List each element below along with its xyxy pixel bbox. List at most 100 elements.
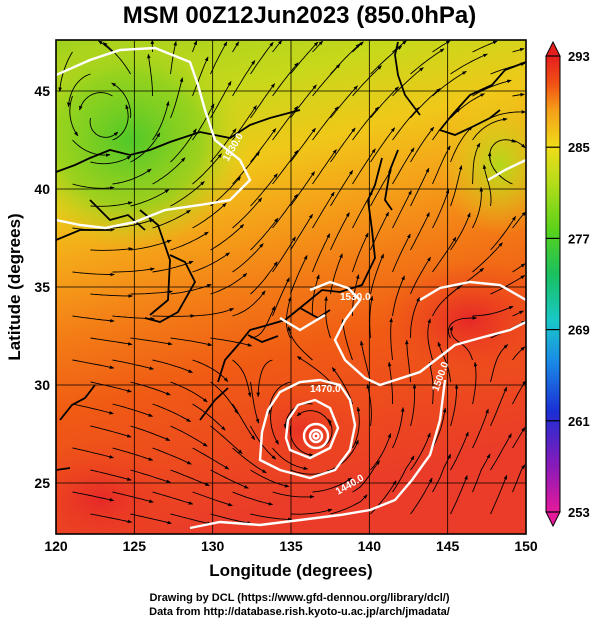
streamline [147, 53, 153, 96]
streamline [330, 127, 356, 163]
streamline [472, 142, 481, 185]
streamline [410, 212, 430, 251]
streamline [490, 386, 508, 427]
coastlines [56, 41, 526, 471]
x-tick-label: 150 [514, 538, 538, 554]
streamline [170, 337, 213, 347]
streamline [472, 186, 484, 229]
streamline [450, 53, 488, 75]
streamline [392, 190, 412, 229]
streamline [427, 318, 433, 361]
streamline [290, 213, 313, 251]
streamline [410, 48, 445, 75]
streamline [170, 77, 184, 119]
streamline [437, 341, 451, 383]
streamline [170, 425, 208, 447]
credit-line: Drawing by DCL (https://www.gfd-dennou.o… [149, 592, 450, 604]
streamline [450, 431, 469, 471]
streamline [392, 67, 424, 97]
streamline [392, 455, 415, 493]
streamline [232, 447, 267, 474]
streamline [72, 183, 115, 190]
x-tick-label: 130 [201, 538, 225, 554]
streamline [79, 92, 113, 111]
streamline [512, 310, 524, 317]
streamline [90, 381, 132, 393]
streamline [232, 41, 240, 53]
streamline [210, 273, 248, 295]
streamline [250, 128, 277, 163]
streamline [170, 181, 205, 207]
streamline [90, 425, 132, 438]
streamline [232, 491, 274, 506]
x-tick-label: 120 [44, 538, 68, 554]
streamline [447, 316, 478, 339]
streamline [232, 197, 263, 229]
streamline [330, 212, 350, 251]
streamline [352, 148, 376, 185]
streamline [472, 453, 491, 493]
streamline [250, 217, 279, 251]
streamline [370, 86, 399, 119]
colorbar-tick-label: 285 [568, 140, 590, 155]
streamline [272, 277, 290, 317]
colorbar-tick-label: 293 [568, 49, 590, 64]
y-tick-label: 30 [34, 377, 50, 393]
streamline [490, 275, 526, 295]
streamline [312, 191, 335, 229]
streamline [232, 290, 266, 317]
streamline [112, 219, 155, 229]
y-tick-label: 40 [34, 181, 50, 197]
streamline [210, 337, 253, 347]
streamline [432, 236, 457, 273]
streamline [512, 346, 526, 361]
streamline [410, 383, 417, 427]
streamline [210, 513, 252, 525]
streamline [512, 427, 526, 449]
streamline [370, 253, 384, 295]
streamline [450, 475, 468, 515]
streamline [472, 117, 508, 141]
streamline [312, 63, 341, 97]
streamline [90, 513, 133, 524]
colorbar-max-arrow [545, 40, 561, 57]
streamline [272, 236, 296, 273]
streamline [72, 315, 115, 323]
x-tick-label: 140 [358, 538, 382, 554]
streamline [312, 149, 337, 185]
page-title: MSM 00Z12Jun2023 (850.0hPa) [122, 2, 477, 29]
streamline [432, 145, 451, 185]
streamline [272, 447, 309, 470]
streamline [410, 88, 441, 119]
streamline [392, 233, 411, 273]
streamline [170, 41, 177, 75]
streamline [152, 314, 195, 318]
streamline [472, 242, 503, 273]
streamline [487, 151, 513, 185]
y-axis: 25 30 35 40 45 [34, 83, 50, 491]
streamline [130, 337, 173, 346]
streamline [90, 247, 133, 251]
streamline [410, 126, 435, 163]
streamline [330, 494, 368, 515]
streamline [512, 47, 525, 53]
height-contours [56, 46, 526, 530]
streamline [112, 168, 152, 185]
streamline [90, 293, 133, 298]
streamline [72, 359, 115, 369]
streamline [370, 127, 396, 163]
streamline [192, 153, 222, 185]
x-tick-label: 125 [123, 538, 147, 554]
streamline [90, 337, 133, 346]
streamline [210, 224, 245, 251]
streamline [311, 274, 320, 317]
streamline [352, 460, 380, 493]
streamline [170, 469, 210, 487]
streamline [90, 469, 132, 481]
streamline [112, 359, 154, 370]
contour-label: 1530.0 [340, 292, 371, 303]
streamline [331, 367, 353, 405]
streamline [250, 41, 274, 75]
streamline [392, 107, 420, 141]
streamline [152, 403, 191, 423]
